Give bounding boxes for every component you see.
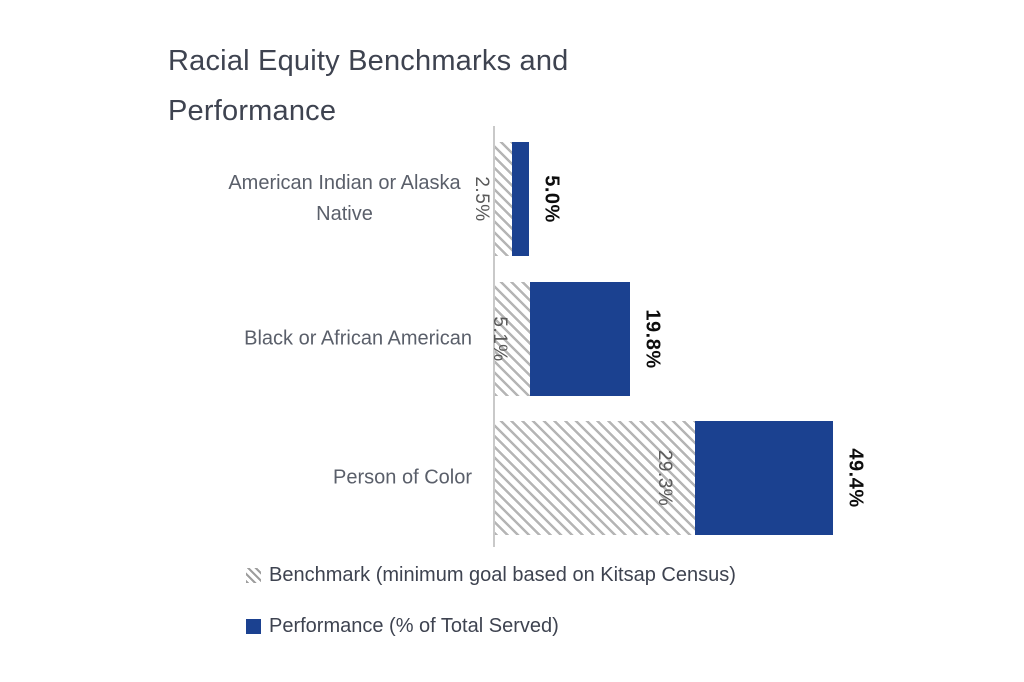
- legend-label-benchmark: Benchmark (minimum goal based on Kitsap …: [269, 564, 736, 586]
- benchmark-value-label: 29.3%: [654, 449, 676, 507]
- bar-row: [495, 281, 631, 396]
- performance-value-label: 19.8%: [641, 308, 664, 369]
- legend-item-performance: Performance (% of Total Served): [246, 615, 559, 638]
- performance-bar: [512, 142, 530, 256]
- performance-bar: [695, 421, 833, 535]
- category-label: American Indian or Alaska Native: [228, 172, 461, 225]
- performance-bar: [529, 281, 631, 396]
- performance-value-label: 49.4%: [844, 448, 867, 508]
- benchmark-bar: [495, 142, 513, 256]
- chart-title: Racial Equity Benchmarks and Performance: [168, 45, 569, 127]
- performance-value-label: 5.0%: [540, 175, 563, 223]
- performance-blue-swatch-icon: [246, 619, 261, 634]
- benchmark-value-label: 5.1%: [488, 315, 510, 362]
- bar-row: [495, 421, 833, 535]
- benchmark-value-label: 2.5%: [471, 176, 493, 222]
- legend-label-performance: Performance (% of Total Served): [269, 615, 559, 637]
- benchmark-bar: [495, 421, 696, 535]
- benchmark-bar: [495, 281, 530, 396]
- category-label: Person of Color: [333, 466, 472, 489]
- category-axis-line: [493, 126, 495, 547]
- category-label: Black or African American: [244, 327, 472, 349]
- benchmark-hatched-swatch-icon: [246, 568, 261, 583]
- legend-item-benchmark: Benchmark (minimum goal based on Kitsap …: [246, 564, 736, 587]
- bar-row: [495, 142, 530, 256]
